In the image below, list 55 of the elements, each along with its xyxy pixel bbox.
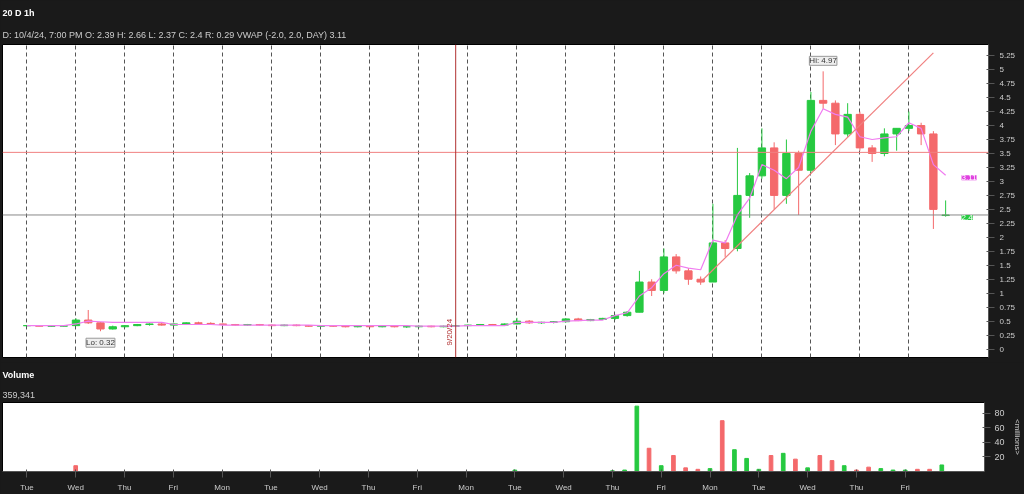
y-tick-label: 1 [999, 288, 1005, 298]
x-tick-label: Fri [412, 482, 423, 492]
y-tick-label: 1.75 [999, 246, 1016, 256]
x-tick-label: Fri [656, 482, 667, 492]
chart-subtitle: 359,341 [2, 389, 36, 400]
ref-line-label: 2.4 [961, 212, 974, 222]
x-tick-label: Thu [849, 482, 864, 492]
y-tick-label: 0 [999, 344, 1005, 354]
x-tick-label: Wed [67, 482, 84, 492]
chart-title: Volume [2, 369, 35, 380]
y-tick-label: 3 [999, 176, 1005, 186]
y-tick-label: 1.25 [999, 274, 1016, 284]
y-tick-label: 40 [994, 437, 1005, 448]
x-tick-label: Tue [264, 482, 279, 492]
y-tick-label: 5 [999, 65, 1005, 75]
x-tick-label: Tue [752, 482, 767, 492]
x-tick-label: Thu [605, 482, 620, 492]
y-tick-label: 2.75 [999, 190, 1016, 200]
y-tick-label: 3.5 [999, 148, 1012, 158]
y-tick-label: 2.25 [999, 218, 1016, 228]
x-tick-label: Thu [361, 482, 376, 492]
text: 3.11 [961, 173, 978, 183]
chart-title: 20 D 1h [2, 7, 35, 18]
y-tick-label: 4.25 [999, 107, 1016, 117]
x-tick-label: Tue [508, 482, 523, 492]
y-tick-label: 4 [999, 121, 1005, 131]
annotation: Lo: 0.32 [86, 338, 116, 348]
x-tick-label: Fri [168, 482, 179, 492]
x-tick-label: Thu [117, 482, 132, 492]
x-tick-label: Wed [311, 482, 328, 492]
y-tick-label: 0.25 [999, 330, 1016, 340]
y-tick-label: 0.75 [999, 302, 1016, 312]
y-tick-label: 0.5 [999, 316, 1012, 326]
y-tick-label: 3.75 [999, 135, 1016, 145]
chart-subtitle: D: 10/4/24, 7:00 PM O: 2.39 H: 2.66 L: 2.37 C: 2.4 R: 0.29 VWAP (-2.0, 2.0, DAY) 3.11 [2, 29, 347, 40]
y-tick-label: 2.5 [999, 204, 1012, 214]
y-tick-label: 60 [994, 422, 1005, 433]
x-tick-label: Fri [900, 482, 911, 492]
y-axis-title: <millions> [1012, 418, 1022, 456]
x-tick-label: Mon [458, 482, 474, 492]
y-tick-label: 80 [994, 408, 1005, 419]
x-tick-label: Wed [799, 482, 816, 492]
x-tick-label: Tue [20, 482, 35, 492]
annotation: Hi: 4.97 [809, 56, 838, 66]
x-tick-label: Mon [214, 482, 230, 492]
x-tick-label: Mon [702, 482, 718, 492]
y-tick-label: 3.25 [999, 162, 1016, 172]
x-tick-label: Wed [555, 482, 572, 492]
y-tick-label: 2 [999, 232, 1005, 242]
y-tick-label: 4.5 [999, 93, 1012, 103]
annotation: 9/20/24 [444, 318, 454, 346]
y-tick-label: 1.5 [999, 260, 1012, 270]
y-tick-label: 20 [994, 451, 1005, 462]
y-tick-label: 4.75 [999, 79, 1016, 89]
y-tick-label: 5.25 [999, 51, 1016, 61]
